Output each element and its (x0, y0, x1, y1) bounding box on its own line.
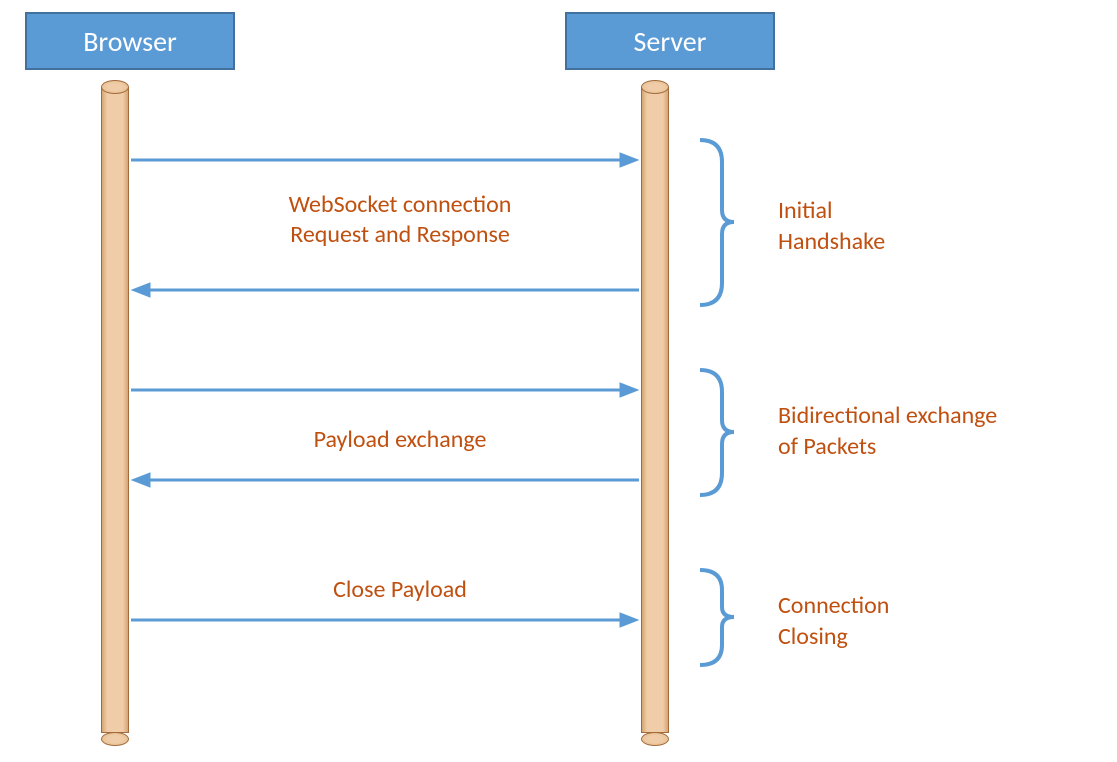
arrows-svg (0, 0, 1117, 762)
phase-label-bidirectional: Bidirectional exchange of Packets (778, 400, 997, 462)
msg-label-payload: Payload exchange (290, 425, 510, 455)
arrow-payload-req (131, 383, 638, 397)
phase-label-initial-line2: Handshake (778, 227, 885, 256)
phase-label-closing-line2: Closing (778, 622, 848, 651)
arrow-close (131, 613, 638, 627)
brace-bidirectional (700, 370, 734, 495)
lifeline-browser-bottom-cap (101, 732, 129, 746)
msg-label-close-line1: Close Payload (333, 575, 467, 604)
msg-label-handshake-line1: WebSocket connection (289, 190, 512, 219)
msg-label-payload-line1: Payload exchange (314, 425, 487, 454)
msg-label-close: Close Payload (300, 575, 500, 605)
phase-label-closing-line1: Connection (778, 591, 889, 620)
phase-label-bidir-line2: of Packets (778, 432, 876, 461)
msg-label-handshake-line2: Request and Response (290, 220, 510, 249)
phase-label-initial-line1: Initial (778, 196, 833, 225)
lifeline-server-top-cap (641, 80, 669, 94)
arrow-handshake-resp (132, 283, 639, 297)
lifeline-browser-top-cap (101, 80, 129, 94)
actor-label-server: Server (634, 24, 707, 59)
brace-initial-handshake (700, 140, 734, 305)
lifeline-browser (101, 87, 129, 733)
arrow-handshake-req (131, 153, 638, 167)
brace-closing (700, 570, 734, 665)
arrow-payload-resp (132, 473, 639, 487)
phase-label-initial-handshake: Initial Handshake (778, 195, 885, 257)
phase-label-closing: Connection Closing (778, 590, 889, 652)
msg-label-handshake: WebSocket connection Request and Respons… (250, 190, 550, 250)
actor-box-browser: Browser (25, 12, 235, 70)
actor-label-browser: Browser (83, 24, 177, 59)
braces-svg (0, 0, 1117, 762)
actor-box-server: Server (565, 12, 775, 70)
phase-label-bidir-line1: Bidirectional exchange (778, 401, 997, 430)
lifeline-server (641, 87, 669, 733)
lifeline-server-bottom-cap (641, 732, 669, 746)
